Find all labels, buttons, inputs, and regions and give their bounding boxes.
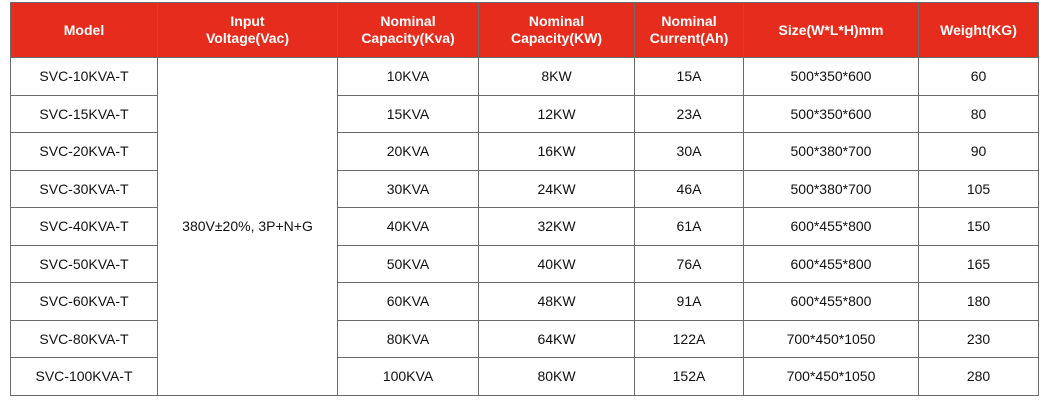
table-cell: 46A [634,169,744,208]
table-cell: 64KW [478,319,635,358]
table-cell: SVC-10KVA-T [10,57,158,96]
header-text: Nominal Capacity(KW) [510,13,602,46]
table-cell: 230 [918,319,1039,358]
table-cell: 40KVA [337,207,479,246]
table-cell: SVC-15KVA-T [10,94,158,133]
table-cell: 180 [918,282,1039,321]
table-cell: 61A [634,207,744,246]
table-row: SVC-15KVA-T 15KVA 12KW 23A 500*350*600 80 [10,94,1039,133]
table-cell: 280 [918,357,1039,396]
table-cell: 12KW [478,94,635,133]
table-cell: 500*350*600 [743,94,919,133]
table-cell: 15KVA [337,94,479,133]
table-row: SVC-80KVA-T 80KVA 64KW 122A 700*450*1050 230 [10,319,1039,358]
table-cell: 91A [634,282,744,321]
header-text: Weight(KG) [940,21,1017,38]
table-cell: 100KVA [337,357,479,396]
header-text: Nominal Current(Ah) [649,13,729,46]
header-cell: Input Voltage(Vac) [157,2,338,58]
table-cell: 152A [634,357,744,396]
spec-table: Model Input Voltage(Vac) Nominal Capacity(… [10,2,1039,396]
table-cell: 700*450*1050 [743,319,919,358]
table-cell: 500*350*600 [743,57,919,96]
table-cell: 40KW [478,244,635,283]
header-text: Size(W*L*H)mm [778,21,884,38]
table-cell: 600*455*800 [743,244,919,283]
header-row: Model Input Voltage(Vac) Nominal Capacity(… [10,2,1039,58]
table-cell: SVC-30KVA-T [10,169,158,208]
table-cell: 600*455*800 [743,282,919,321]
table-cell: 16KW [478,132,635,171]
table-cell: SVC-40KVA-T [10,207,158,246]
table-cell: 30KVA [337,169,479,208]
header-text: Model [63,21,105,38]
table-cell: 20KVA [337,132,479,171]
table-cell: SVC-60KVA-T [10,282,158,321]
table-row: SVC-20KVA-T 20KVA 16KW 30A 500*380*700 90 [10,132,1039,171]
table-cell: 8KW [478,57,635,96]
table-cell: 32KW [478,207,635,246]
table-cell: 15A [634,57,744,96]
table-cell: 150 [918,207,1039,246]
table-row: SVC-40KVA-T 40KVA 32KW 61A 600*455*800 150 [10,207,1039,246]
table-cell: 50KVA [337,244,479,283]
table-cell: 60KVA [337,282,479,321]
table-cell: 23A [634,94,744,133]
table-cell: 600*455*800 [743,207,919,246]
table-cell: 30A [634,132,744,171]
header-cell: Nominal Capacity(KW) [478,2,635,58]
header-cell: Model [10,2,158,58]
table-row: SVC-30KVA-T 30KVA 24KW 46A 500*380*700 105 [10,169,1039,208]
table-body: SVC-10KVA-T 380V±20%, 3P+N+G 10KVA 8KW 15A 50… [10,57,1039,396]
table-cell: 48KW [478,282,635,321]
table-cell: 60 [918,57,1039,96]
table-cell: SVC-50KVA-T [10,244,158,283]
header-cell: Weight(KG) [918,2,1039,58]
header-cell: Size(W*L*H)mm [743,2,919,58]
table-cell: SVC-80KVA-T [10,319,158,358]
table-row: SVC-10KVA-T 380V±20%, 3P+N+G 10KVA 8KW 15A 50… [10,57,1039,396]
table-cell: 76A [634,244,744,283]
table-cell: 500*380*700 [743,132,919,171]
table-cell: 10KVA [337,57,479,96]
table-cell: 90 [918,132,1039,171]
table-cell: 80KW [478,357,635,396]
table-cell: 165 [918,244,1039,283]
table-cell: 700*450*1050 [743,357,919,396]
table-cell: 24KW [478,169,635,208]
table-cell: 122A [634,319,744,358]
table-cell: SVC-20KVA-T [10,132,158,171]
header-cell: Nominal Capacity(Kva) [337,2,479,58]
table-cell: 80 [918,94,1039,133]
table-cell: SVC-100KVA-T [10,357,158,396]
table-cell: 80KVA [337,319,479,358]
header-text: Nominal Capacity(Kva) [361,13,455,46]
table-row: SVC-100KVA-T 100KVA 80KW 152A 700*450*1050 28… [10,357,1039,396]
table-row: SVC-50KVA-T 50KVA 40KW 76A 600*455*800 165 [10,244,1039,283]
header-text: Input Voltage(Vac) [206,13,289,46]
table-cell: 105 [918,169,1039,208]
table-cell: 500*380*700 [743,169,919,208]
input-voltage-cell: 380V±20%, 3P+N+G [157,57,338,396]
header-cell: Nominal Current(Ah) [634,2,744,58]
